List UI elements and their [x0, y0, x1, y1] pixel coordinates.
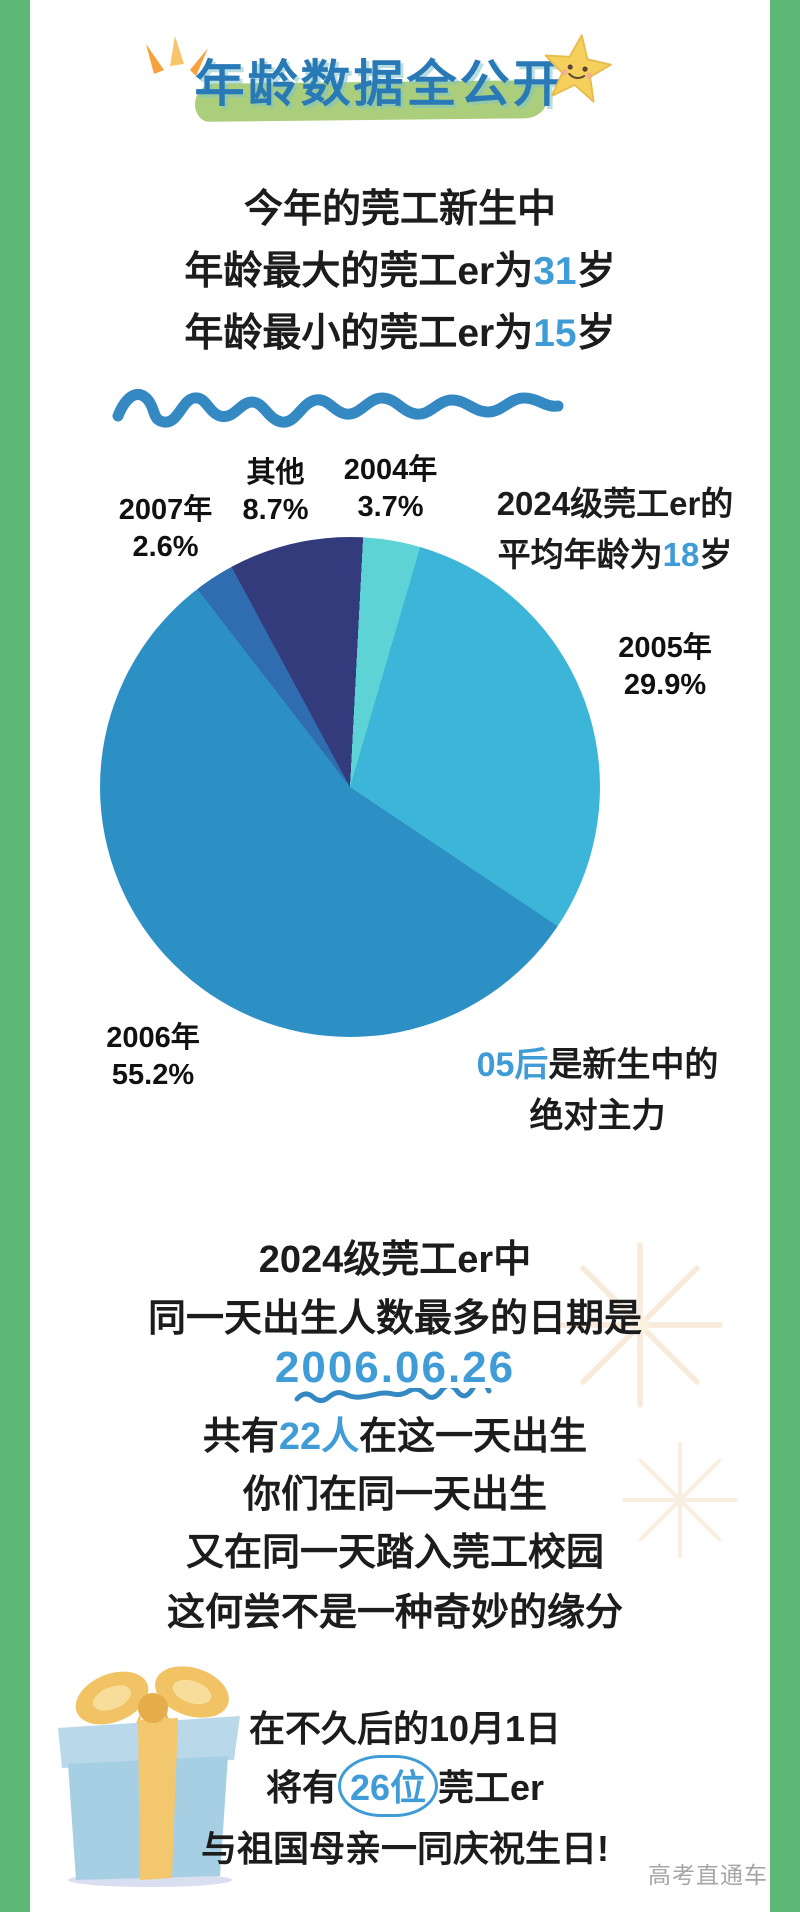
avg-age-text: 平均年龄为 — [497, 536, 663, 573]
pie-label-2006-pct: 55.2% — [111, 1059, 195, 1091]
birthday-line-6: 这何尝不是一种奇妙的缘分 — [166, 1592, 623, 1634]
intro-line-2-suffix: 岁 — [576, 250, 616, 293]
national-day-line-2-pre: 将有 — [265, 1767, 338, 1808]
count-26-circled: 26位 — [337, 1755, 438, 1817]
date-underline-icon — [294, 1388, 492, 1403]
intro-line-3-suffix: 岁 — [576, 312, 616, 355]
page-title: 年龄数据全公开 — [194, 56, 566, 112]
min-age-value: 15 — [533, 312, 577, 355]
pie-chart — [100, 537, 600, 1037]
pie-label-2007-year: 2007年 — [118, 494, 213, 526]
watermark: 高考直通车 — [648, 1862, 768, 1888]
date-2006-06-26: 2006.06.26 — [274, 1343, 516, 1392]
birthday-line-4: 你们在同一天出生 — [242, 1474, 547, 1516]
birthday-line-1: 2024级莞工er中 — [258, 1239, 532, 1281]
birthday-line-5: 又在同一天踏入莞工校园 — [185, 1532, 604, 1574]
gift-box-icon — [58, 1666, 240, 1887]
intro-line-3: 年龄最小的莞工er为15岁 — [50, 302, 750, 358]
sparkle-icon — [146, 36, 208, 76]
pie-label-2007: 2007年 2.6% — [103, 492, 228, 566]
birthday-line-3-suffix: 在这一天出生 — [359, 1416, 588, 1458]
pie-label-2005: 2005年 29.9% — [595, 630, 735, 704]
intro-line-1: 今年的莞工新生中 — [243, 188, 556, 231]
avg-age-note-line-1: 2024级莞工er的 — [496, 485, 734, 522]
pie-label-2004-pct: 3.7% — [357, 491, 424, 523]
national-day-line-1: 在不久后的10月1日 — [248, 1708, 562, 1749]
birthday-line-3-pre: 共有 — [202, 1416, 279, 1458]
main-force-note-line-1: 05后是新生中的 — [445, 1037, 750, 1086]
pie-label-2005-pct: 29.9% — [623, 669, 707, 701]
pie-label-2006-year: 2006年 — [106, 1022, 200, 1054]
pie-label-2006: 2006年 55.2% — [83, 1020, 223, 1094]
max-age-value: 31 — [533, 250, 577, 293]
intro-line-2-text: 年龄最大的莞工er为 — [184, 250, 534, 293]
wave-divider-icon — [112, 389, 564, 428]
fireworks-icon — [557, 1242, 723, 1408]
left-border — [0, 0, 30, 1912]
avg-age-suffix: 岁 — [699, 536, 733, 573]
pie-label-2005-year: 2005年 — [618, 632, 712, 664]
count-22: 22人 — [278, 1416, 360, 1458]
fireworks-icon — [621, 1441, 739, 1559]
star-icon — [544, 34, 612, 103]
intro-line-2: 年龄最大的莞工er为31岁 — [50, 240, 750, 296]
avg-age-value: 18 — [662, 536, 700, 573]
avg-age-note-line-2: 平均年龄为18岁 — [460, 528, 770, 576]
pie-label-other-year: 其他 — [246, 457, 305, 489]
pie-label-2007-pct: 2.6% — [132, 531, 199, 563]
main-force-note-line-2: 绝对主力 — [529, 1097, 666, 1135]
05hou-accent: 05后 — [476, 1046, 549, 1084]
pie-label-2004-year: 2004年 — [343, 454, 438, 486]
national-day-line-2: 将有 26位 莞工er — [110, 1755, 700, 1817]
right-border — [770, 0, 800, 1912]
main-force-text: 是新生中的 — [548, 1046, 719, 1084]
pie-label-2004: 2004年 3.7% — [328, 452, 453, 526]
pie-label-other: 其他 8.7% — [213, 455, 338, 529]
birthday-line-3: 共有22人在这一天出生 — [65, 1405, 725, 1460]
intro-line-3-text: 年龄最小的莞工er为 — [184, 312, 534, 355]
pie-label-other-pct: 8.7% — [242, 494, 309, 526]
national-day-line-2-suffix: 莞工er — [438, 1767, 545, 1808]
national-day-line-3: 与祖国母亲一同庆祝生日! — [201, 1828, 609, 1869]
birthday-line-2: 同一天出生人数最多的日期是 — [147, 1298, 642, 1340]
